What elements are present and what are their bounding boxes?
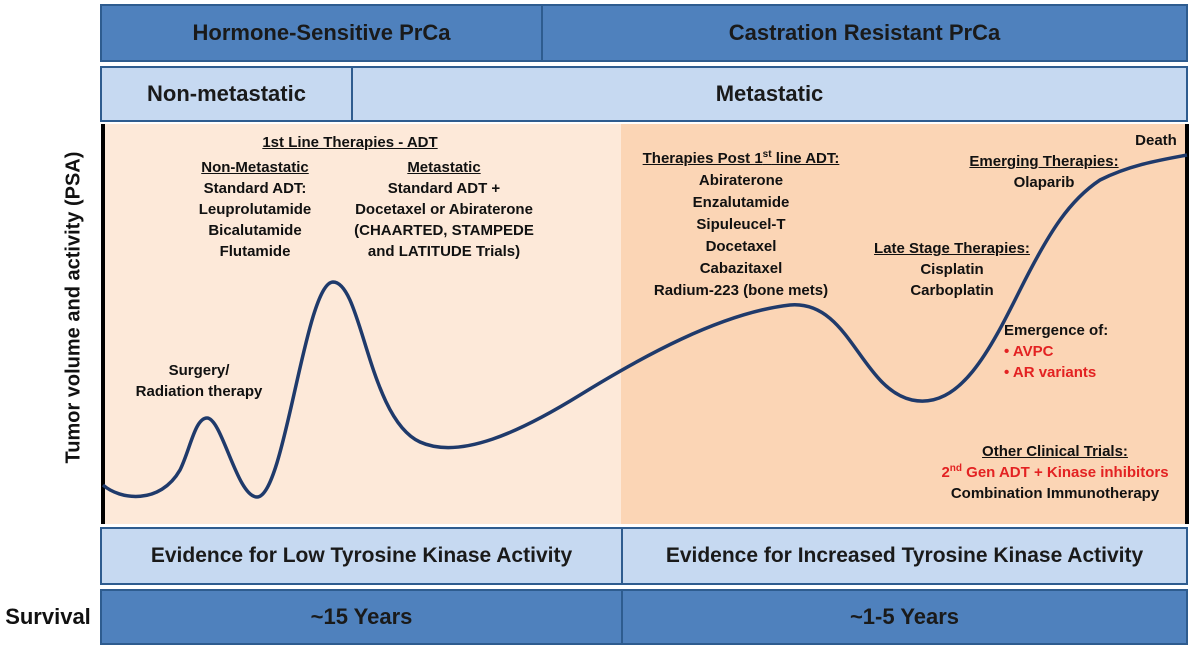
other-trials-suffix: Gen ADT + Kinase inhibitors xyxy=(962,464,1169,481)
emerging-therapies: Emerging Therapies: Olaparib xyxy=(960,151,1128,193)
surgery-line: Surgery/ xyxy=(168,362,230,379)
met-item: (CHAARTED, STAMPEDE xyxy=(354,222,534,239)
post-first-line-therapies: Therapies Post 1st line ADT: Abiraterone… xyxy=(626,148,856,301)
metastatic-header: Metastatic xyxy=(351,66,1188,122)
other-clinical-trials: Other Clinical Trials: 2nd Gen ADT + Kin… xyxy=(930,441,1180,504)
met-item: Standard ADT + xyxy=(387,180,501,197)
emerging-heading: Emerging Therapies: xyxy=(969,153,1119,170)
early-phase-background xyxy=(103,124,621,524)
survival-late-box: ~1-5 Years xyxy=(621,589,1188,645)
other-trials-sup: nd xyxy=(949,463,962,474)
met-heading: Metastatic xyxy=(407,159,481,176)
other-trials-red-line: 2nd Gen ADT + Kinase inhibitors xyxy=(930,462,1180,483)
non-metastatic-label: Non-metastatic xyxy=(147,81,306,106)
radiation-line: Radiation therapy xyxy=(135,383,263,400)
post-heading-sup: st xyxy=(762,149,772,160)
late-stage-item: Carboplatin xyxy=(910,282,994,299)
post-item: Abiraterone xyxy=(698,172,784,189)
castration-resistant-label: Castration Resistant PrCa xyxy=(728,20,1001,45)
survival-late-value: ~1-5 Years xyxy=(849,604,960,629)
other-trials-prefix: 2 xyxy=(941,464,950,481)
metastatic-label: Metastatic xyxy=(715,81,824,106)
emergence-item: • AR variants xyxy=(1004,364,1097,381)
post-heading-prefix: Therapies Post 1 xyxy=(642,150,763,167)
nonmet-item: Leuprolutamide xyxy=(198,201,312,218)
non-metastatic-header: Non-metastatic xyxy=(100,66,353,122)
other-trials-heading: Other Clinical Trials: xyxy=(982,443,1128,460)
high-kinase-box: Evidence for Increased Tyrosine Kinase A… xyxy=(621,527,1188,585)
post-heading-suffix: line ADT: xyxy=(771,150,840,167)
emergence-of: Emergence of: • AVPC • AR variants xyxy=(1004,320,1154,383)
post-item: Sipuleucel-T xyxy=(696,216,786,233)
nonmet-item: Flutamide xyxy=(219,243,291,260)
late-stage-heading: Late Stage Therapies: xyxy=(874,240,1030,257)
met-item: and LATITUDE Trials) xyxy=(367,243,521,260)
emergence-item: • AVPC xyxy=(1004,343,1054,360)
post-item: Enzalutamide xyxy=(692,194,790,211)
hormone-sensitive-label: Hormone-Sensitive PrCa xyxy=(192,20,451,45)
nonmet-therapies: Non-Metastatic Standard ADT: Leuprolutam… xyxy=(180,157,330,262)
late-stage-therapies: Late Stage Therapies: Cisplatin Carbopla… xyxy=(864,238,1040,301)
nonmet-heading: Non-Metastatic xyxy=(201,159,309,176)
low-kinase-box: Evidence for Low Tyrosine Kinase Activit… xyxy=(100,527,623,585)
surgery-annotation: Surgery/ Radiation therapy xyxy=(104,360,294,402)
death-label: Death xyxy=(1135,132,1177,149)
survival-early-value: ~15 Years xyxy=(310,604,413,629)
tumor-activity-curve xyxy=(101,153,1188,499)
post-item: Cabazitaxel xyxy=(699,260,783,277)
other-trials-black-line: Combination Immunotherapy xyxy=(950,485,1160,502)
met-therapies: Metastatic Standard ADT + Docetaxel or A… xyxy=(340,157,548,262)
high-kinase-label: Evidence for Increased Tyrosine Kinase A… xyxy=(665,544,1144,567)
castration-resistant-header: Castration Resistant PrCa xyxy=(541,4,1188,62)
nonmet-item: Bicalutamide xyxy=(208,222,302,239)
survival-label: Survival xyxy=(5,604,91,629)
emerging-item: Olaparib xyxy=(1013,174,1075,191)
first-line-therapies-title: 1st Line Therapies - ADT xyxy=(262,134,438,151)
nonmet-item: Standard ADT: xyxy=(203,180,307,197)
met-item: Docetaxel or Abiraterone xyxy=(355,201,533,218)
post-item: Docetaxel xyxy=(705,238,777,255)
hormone-sensitive-header: Hormone-Sensitive PrCa xyxy=(100,4,543,62)
post-first-line-heading: Therapies Post 1st line ADT: xyxy=(626,148,856,169)
emergence-heading: Emergence of: xyxy=(1004,322,1109,339)
survival-early-box: ~15 Years xyxy=(100,589,623,645)
low-kinase-label: Evidence for Low Tyrosine Kinase Activit… xyxy=(150,544,573,567)
late-stage-item: Cisplatin xyxy=(920,261,984,278)
post-item: Radium-223 (bone mets) xyxy=(653,282,829,299)
